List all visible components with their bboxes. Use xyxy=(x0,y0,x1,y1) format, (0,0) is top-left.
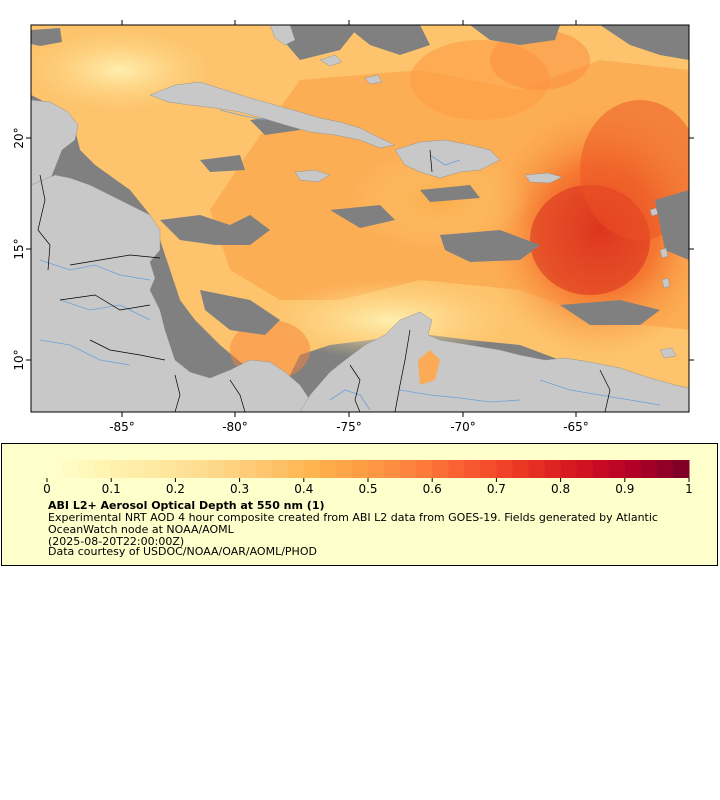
colorbar-segment xyxy=(400,460,417,478)
puerto-rico xyxy=(524,172,563,184)
colorbar-segment xyxy=(175,460,192,478)
legend-description: Experimental NRT AOD 4 hour composite cr… xyxy=(48,511,658,536)
colorbar-segment xyxy=(111,460,128,478)
colorbar-segment xyxy=(560,460,578,478)
colorbar-segment xyxy=(79,460,96,478)
lon-ticks xyxy=(121,20,577,417)
land xyxy=(31,25,689,412)
colorbar-segment xyxy=(287,460,305,478)
colorbar-segment xyxy=(416,460,433,478)
colorbar-segment xyxy=(640,460,658,478)
colorbar-segment xyxy=(335,460,353,478)
colorbar-segment xyxy=(464,460,481,478)
colorbar: 0 0.1 0.2 0.3 0.4 0.5 0.6 0.7 0.8 0.9 1 xyxy=(43,460,693,496)
colorbar-tick-label: 0.7 xyxy=(487,482,506,496)
colorbar-segment xyxy=(480,460,497,478)
lon-label: -70° xyxy=(450,420,476,434)
colorbar-tick-label: 0.2 xyxy=(166,482,185,496)
colorbar-tick-label: 0.6 xyxy=(423,482,442,496)
colorbar-segment xyxy=(672,460,690,478)
cuba xyxy=(149,81,396,149)
map-frame xyxy=(30,24,690,413)
colorbar-segment xyxy=(143,460,160,478)
lon-label: -75° xyxy=(336,420,362,434)
colorbar-tick-label: 0.1 xyxy=(102,482,121,496)
lon-label: -80° xyxy=(222,420,248,434)
colorbar-segment xyxy=(624,460,642,478)
colorbar-segment xyxy=(319,460,337,478)
lon-label: -85° xyxy=(109,420,135,434)
legend-title: ABI L2+ Aerosol Optical Depth at 550 nm … xyxy=(48,499,325,512)
lat-label: 15° xyxy=(12,238,26,259)
colorbar-segment xyxy=(384,460,401,478)
colorbar-segment xyxy=(592,460,610,478)
colorbar-segment xyxy=(191,460,208,478)
lat-ticks xyxy=(26,137,694,361)
colorbar-segment xyxy=(512,460,529,478)
lat-label: 20° xyxy=(12,127,26,148)
legend-credit: Data courtesy of USDOC/NOAA/OAR/AOML/PHO… xyxy=(48,545,317,558)
colorbar-tick-label: 0.3 xyxy=(230,482,249,496)
colorbar-segment xyxy=(255,460,273,478)
colorbar-segment xyxy=(271,460,289,478)
colorbar-segment xyxy=(303,460,321,478)
colorbar-segment xyxy=(127,460,144,478)
colorbar-tick-label: 1 xyxy=(685,482,693,496)
colorbar-segment xyxy=(351,460,369,478)
colorbar-segment xyxy=(432,460,449,478)
aod-map: -85° -80° -75° -70° -65° 20° 15° 10° xyxy=(12,20,694,434)
colorbar-segment xyxy=(576,460,594,478)
colorbar-segment xyxy=(368,460,385,478)
colorbar-segment xyxy=(63,460,80,478)
colorbar-segment xyxy=(159,460,176,478)
colorbar-segment xyxy=(544,460,562,478)
legend-date: (2025-08-20T22:00:00Z) xyxy=(48,535,185,548)
jamaica xyxy=(294,169,331,183)
lon-label: -65° xyxy=(563,420,589,434)
colorbar-segment xyxy=(448,460,465,478)
lat-label: 10° xyxy=(12,349,26,370)
colorbar-tick-label: 0.8 xyxy=(551,482,570,496)
rivers xyxy=(39,109,661,411)
colorbar-segment xyxy=(47,460,64,478)
colorbar-segment xyxy=(223,460,241,478)
colorbar-segment xyxy=(528,460,546,478)
colorbar-segment xyxy=(95,460,112,478)
colorbar-segment xyxy=(207,460,225,478)
colorbar-segment xyxy=(239,460,257,478)
colorbar-segment xyxy=(496,460,513,478)
country-borders xyxy=(37,149,611,412)
hispaniola xyxy=(394,139,501,179)
colorbar-tick-label: 0.5 xyxy=(358,482,377,496)
south-america xyxy=(299,311,689,412)
colorbar-tick-label: 0 xyxy=(43,482,51,496)
colorbar-tick-label: 0.9 xyxy=(615,482,634,496)
colorbar-segment xyxy=(608,460,626,478)
colorbar-segment xyxy=(656,460,674,478)
colorbar-tick-label: 0.4 xyxy=(294,482,313,496)
